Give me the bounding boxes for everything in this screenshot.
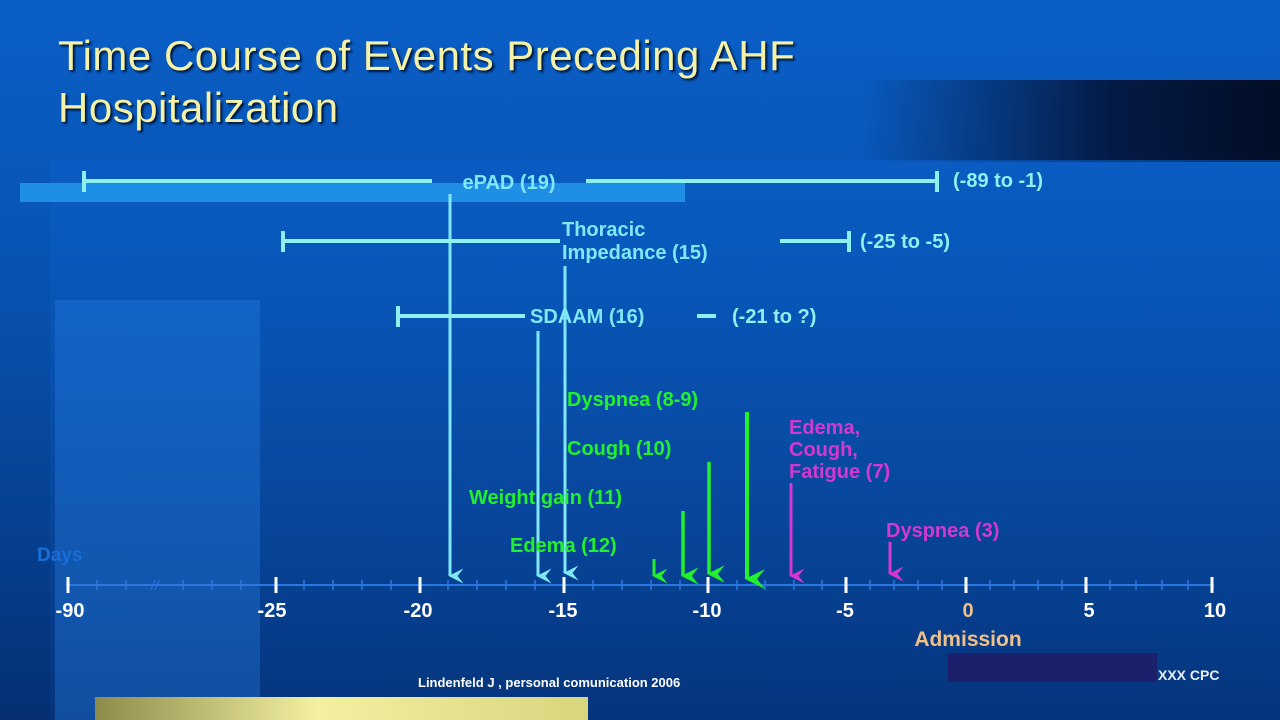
symptom-weight-gain-11: Weight gain (11) <box>469 487 699 585</box>
symptom-label: Weight gain (11) <box>469 487 622 509</box>
slide-title-line-2: Hospitalization <box>58 84 339 131</box>
symptom-edema-cough-fatigue-7: Edema, Cough, Fatigue (7) <box>789 417 890 584</box>
symptom-label-line-2: Cough, <box>789 439 858 461</box>
impedance-label-line-2: Impedance (15) <box>562 242 708 264</box>
axis-break-mark: // <box>150 577 161 593</box>
tick-label-minus-90: -90 <box>56 600 85 622</box>
tick-label-10: 10 <box>1204 600 1226 622</box>
sdaam-range-label: (-21 to ?) <box>732 306 816 328</box>
symptom-cough-10: Cough (10) <box>567 438 725 583</box>
footer-accent-bar <box>95 697 588 720</box>
symptom-label: Dyspnea (8-9) <box>567 389 698 411</box>
tick-label-minus-10: -10 <box>693 600 722 622</box>
slide-title-line-1: Time Course of Events Preceding AHF <box>58 32 796 79</box>
tick-label-minus-15: -15 <box>549 600 578 622</box>
symptom-dyspnea-3: Dyspnea (3) <box>886 520 999 582</box>
title-shadow-band <box>860 80 1280 162</box>
symptom-label: Edema (12) <box>510 535 617 557</box>
monitor-sdaam: SDAAM (16) (-21 to ?) <box>396 306 816 584</box>
left-accent-panel <box>55 300 260 720</box>
symptom-dyspnea-8-9: Dyspnea (8-9) <box>567 389 765 589</box>
epad-range-label: (-89 to -1) <box>953 170 1043 192</box>
symptom-label: Cough (10) <box>567 438 671 460</box>
highlight-strip <box>20 183 685 202</box>
content-panel <box>50 160 1280 720</box>
symptom-label-line-3: Fatigue (7) <box>789 461 890 483</box>
monitor-thoracic-impedance: Thoracic Impedance (15) (-25 to -5) <box>281 219 950 581</box>
symptom-label-line-1: Edema, <box>789 417 860 439</box>
time-axis: // -90 -25 -20 -15 -10 -5 5 10 0 Admissi… <box>37 545 1226 651</box>
epad-label: ePAD (19) <box>463 172 556 194</box>
days-axis-label: Days <box>37 545 82 566</box>
axis-minor-ticks <box>96 580 1189 590</box>
tick-label-0: 0 <box>962 600 973 622</box>
tick-label-5: 5 <box>1083 600 1094 622</box>
admission-label: Admission <box>914 628 1021 651</box>
symptom-edema-12: Edema (12) <box>510 535 668 584</box>
impedance-range-label: (-25 to -5) <box>860 231 950 253</box>
tick-label-minus-25: -25 <box>258 600 287 622</box>
slide-title: Time Course of Events Preceding AHF Hosp… <box>58 30 795 134</box>
source-credit: Lindenfeld J , personal comunication 200… <box>418 675 681 690</box>
tick-label-minus-20: -20 <box>404 600 433 622</box>
footer-tag-box <box>948 653 1157 682</box>
monitor-epad: ePAD (19) (-89 to -1) <box>82 170 1043 584</box>
tick-label-minus-5: -5 <box>836 600 854 622</box>
footer-tag: XXX CPC <box>1158 667 1220 683</box>
symptom-label: Dyspnea (3) <box>886 520 999 542</box>
impedance-label-line-1: Thoracic <box>562 219 645 241</box>
sdaam-label: SDAAM (16) <box>530 306 644 328</box>
